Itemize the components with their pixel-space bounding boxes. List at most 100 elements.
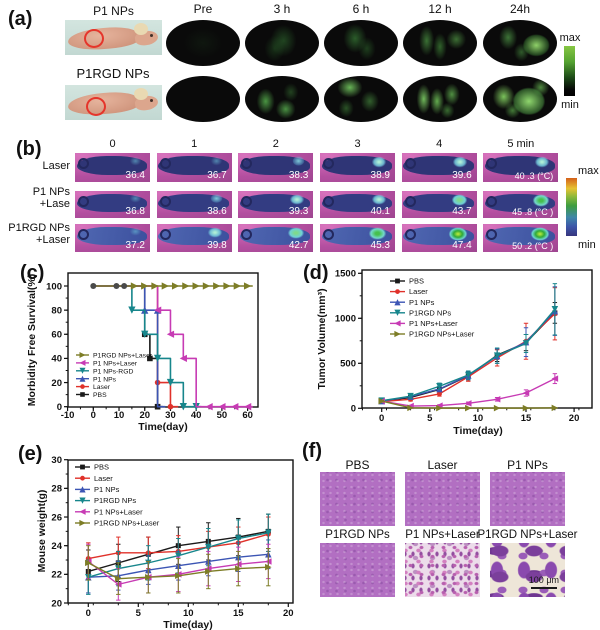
thermal-mouse-tail: [78, 229, 89, 241]
svg-text:20: 20: [283, 608, 294, 619]
data-point-marker: [167, 403, 174, 410]
thermal-image: 39.6: [401, 153, 477, 182]
svg-text:Tumor Volume(mm³): Tumor Volume(mm³): [316, 288, 328, 389]
histology-label: PBS: [345, 458, 370, 472]
svg-text:5: 5: [136, 608, 142, 619]
thermal-mouse-tail: [486, 195, 498, 207]
mouse-ear: [134, 87, 149, 100]
data-point-marker: [436, 404, 443, 412]
svg-text:Morbidity Free Survival(%): Morbidity Free Survival(%): [26, 274, 38, 406]
time-header: 2: [272, 138, 279, 150]
thermal-mouse-tail: [78, 195, 89, 207]
data-point-marker: [113, 283, 120, 289]
svg-text:60: 60: [51, 330, 62, 341]
panel-e-letter: (e): [18, 443, 43, 465]
data-point-marker: [141, 330, 149, 338]
timepoint-header: 12 h: [428, 2, 452, 16]
data-point-marker: [394, 330, 401, 338]
legend-entry: Laser: [409, 287, 428, 296]
scalebar-line: [531, 586, 557, 589]
treatment-row-label: +Lase: [39, 198, 70, 210]
treatment-row-label: Laser: [42, 160, 70, 172]
svg-text:30: 30: [165, 410, 176, 421]
fluorescence-image: [166, 20, 240, 66]
legend-entry: P1RGD NPs+Laser: [94, 519, 160, 528]
data-point-marker: [175, 572, 182, 580]
thermal-hotspot: [367, 225, 388, 242]
svg-text:10: 10: [183, 608, 194, 619]
panel-a-colorbar-min-label: min: [561, 99, 579, 111]
tumor-marker-circle: [84, 29, 105, 49]
data-point-marker: [395, 289, 400, 294]
thermal-hotspot: [209, 192, 225, 204]
legend-entry: Laser: [93, 384, 111, 391]
temperature-value: 36.7: [207, 170, 227, 181]
data-point-marker: [79, 367, 86, 374]
timepoint-header: 3 h: [273, 2, 291, 16]
thermal-hotspot: [447, 225, 470, 243]
time-header: 5 min: [507, 138, 535, 150]
data-point-marker: [436, 402, 443, 409]
thermal-mouse-tail: [159, 229, 171, 241]
thermal-hotspot: [529, 225, 551, 243]
mouse-eye: [150, 34, 154, 37]
thermal-image: 36.8: [75, 191, 150, 218]
data-point-marker: [79, 508, 86, 515]
data-point-marker: [79, 486, 86, 493]
thermal-hotspot: [209, 154, 225, 167]
thermal-image: 50 .2 (°C ): [483, 224, 559, 252]
temperature-value: 39.8: [207, 240, 227, 251]
temperature-value: 39.3: [288, 206, 309, 217]
data-point-marker: [394, 299, 401, 306]
svg-text:22: 22: [51, 570, 62, 581]
svg-text:15: 15: [233, 608, 244, 619]
temperature-value: 43.7: [452, 206, 472, 217]
svg-text:10: 10: [473, 413, 484, 424]
data-point-marker: [407, 404, 414, 412]
thermal-mouse-tail: [241, 158, 253, 170]
fluorescence-image: [403, 76, 477, 122]
data-point-marker: [153, 306, 162, 314]
data-point-marker: [522, 404, 530, 412]
data-point-marker: [235, 565, 242, 572]
temperature-value: 40 .3 (°C): [514, 171, 554, 181]
svg-text:50: 50: [217, 410, 228, 421]
data-point-marker: [79, 375, 86, 382]
data-point-marker: [147, 355, 153, 362]
data-point-marker: [79, 519, 86, 527]
fluorescence-image: [245, 20, 319, 66]
data-point-marker: [235, 535, 242, 542]
data-point-marker: [436, 383, 443, 390]
legend-entry: P1 NPs-RGD: [93, 368, 134, 375]
histology-image: [405, 472, 480, 526]
data-point-marker: [79, 352, 86, 358]
legend-entry: P1 NPs+Laser: [93, 361, 138, 368]
time-header: 4: [436, 138, 443, 150]
panel-a-letter: (a): [8, 8, 33, 30]
histology-image: [490, 472, 565, 526]
temperature-value: 38.3: [288, 170, 309, 181]
mouse-photo: [65, 20, 162, 55]
data-point-marker: [166, 330, 175, 338]
svg-text:15: 15: [521, 413, 532, 424]
svg-text:40: 40: [51, 354, 62, 365]
legend-entry: P1RGD NPs+Laser: [93, 353, 153, 360]
data-point-marker: [205, 568, 212, 575]
data-point-marker: [493, 396, 501, 403]
data-point-marker: [171, 282, 180, 290]
legend-entry: P1RGD NPs: [94, 496, 136, 505]
data-point-marker: [179, 354, 187, 363]
thermal-image: 47.4: [401, 224, 477, 252]
data-point-marker: [551, 375, 559, 382]
data-point-marker: [394, 320, 401, 327]
svg-text:0: 0: [57, 402, 62, 413]
time-header: 0: [109, 138, 116, 150]
data-point-marker: [79, 497, 86, 504]
data-point-marker: [175, 552, 182, 559]
fluorescence-image: [324, 20, 398, 66]
panel-c-letter: (c): [20, 262, 45, 284]
mouse-eye: [150, 99, 154, 102]
svg-text:60: 60: [242, 410, 253, 421]
thermal-hotspot: [206, 225, 225, 240]
